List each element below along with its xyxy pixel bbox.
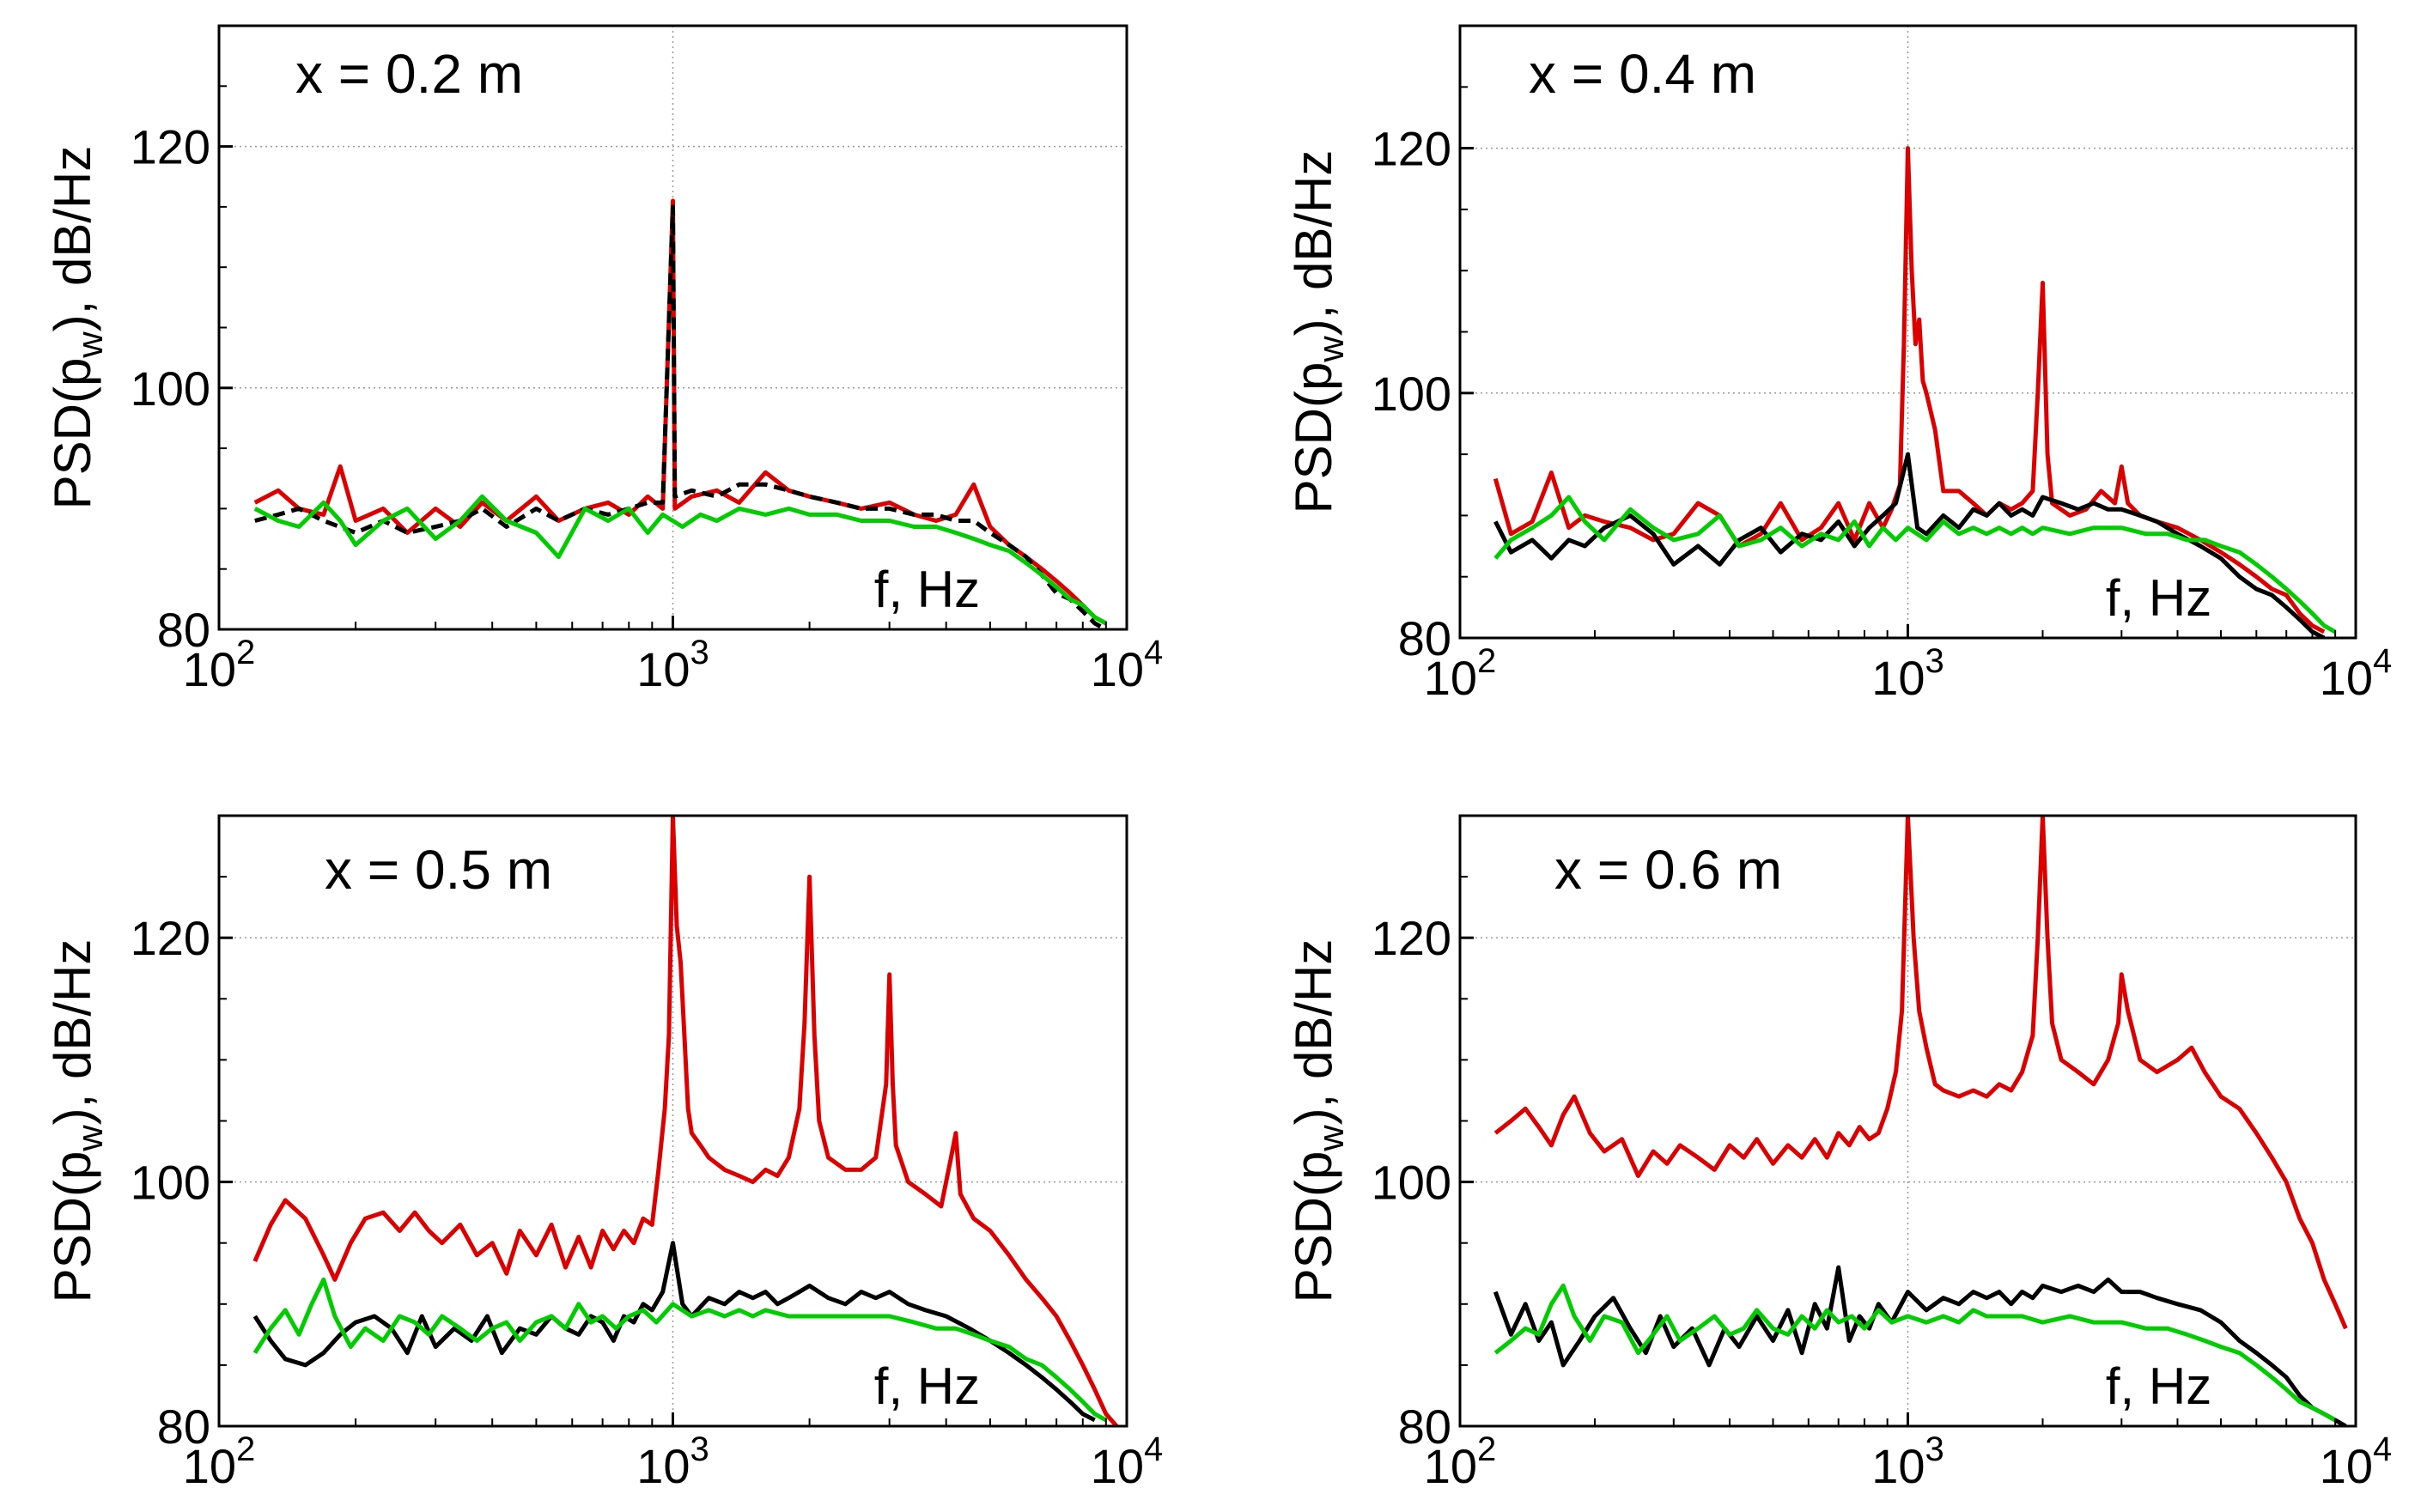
x-tick-exponent: 3 bbox=[690, 1430, 709, 1468]
y-axis-label: PSD(pw), dB/Hz bbox=[44, 939, 110, 1303]
y-tick-label: 120 bbox=[1372, 122, 1451, 176]
y-tick-label: 120 bbox=[1372, 911, 1451, 965]
x-tick-base: 10 bbox=[636, 1439, 690, 1493]
series-group bbox=[253, 198, 1107, 629]
x-tick-label: 103 bbox=[1871, 1430, 1944, 1493]
x-tick-label: 102 bbox=[183, 634, 256, 696]
x-tick-base: 10 bbox=[1091, 642, 1144, 696]
y-tick-label: 100 bbox=[1372, 367, 1451, 421]
x-tick-base: 10 bbox=[2320, 651, 2373, 705]
x-axis-label: f, Hz bbox=[874, 1357, 980, 1415]
x-tick-base: 10 bbox=[636, 642, 690, 696]
y-tick-label: 80 bbox=[157, 1400, 210, 1454]
x-tick-label: 104 bbox=[1091, 634, 1164, 696]
y-tick-label: 120 bbox=[131, 120, 210, 174]
x-tick-exponent: 4 bbox=[2373, 642, 2392, 680]
y-axis-label: PSD(pw), dB/Hz bbox=[1285, 939, 1351, 1303]
series-line-green bbox=[1493, 495, 2337, 635]
panel-title: x = 0.4 m bbox=[1529, 43, 1756, 105]
panel-title: x = 0.5 m bbox=[325, 839, 552, 901]
series-line-black bbox=[254, 204, 1107, 629]
x-axis-label: f, Hz bbox=[2106, 569, 2211, 627]
x-tick-exponent: 3 bbox=[690, 634, 709, 671]
x-axis-label: f, Hz bbox=[874, 561, 980, 618]
x-tick-label: 103 bbox=[636, 1430, 709, 1493]
series-line-green bbox=[253, 494, 1107, 626]
series-line-green bbox=[1493, 1284, 2337, 1423]
y-axis-label: PSD(pw), dB/Hz bbox=[1285, 150, 1351, 514]
panel-title: x = 0.2 m bbox=[295, 43, 523, 105]
series-line-red bbox=[252, 816, 1119, 1426]
series-group bbox=[1493, 816, 2348, 1426]
y-tick-label: 100 bbox=[1372, 1156, 1451, 1210]
series-group bbox=[1493, 146, 2337, 638]
x-tick-base: 10 bbox=[1091, 1439, 1144, 1493]
y-tick-label: 100 bbox=[131, 1156, 210, 1210]
x-tick-base: 10 bbox=[1424, 651, 1477, 705]
series-group bbox=[252, 816, 1119, 1426]
x-tick-exponent: 2 bbox=[236, 634, 255, 671]
series-line-red bbox=[1493, 816, 2348, 1330]
x-tick-base: 10 bbox=[183, 642, 236, 696]
x-tick-exponent: 2 bbox=[1477, 1430, 1496, 1468]
x-tick-label: 103 bbox=[1871, 642, 1944, 705]
x-tick-label: 102 bbox=[183, 1430, 256, 1493]
y-tick-label: 80 bbox=[1398, 1400, 1451, 1454]
x-tick-exponent: 3 bbox=[1925, 1430, 1944, 1468]
y-axis-label: PSD(pw), dB/Hz bbox=[44, 146, 110, 510]
x-tick-base: 10 bbox=[183, 1439, 236, 1493]
series-line-black bbox=[1493, 1265, 2347, 1426]
x-tick-label: 102 bbox=[1424, 642, 1497, 705]
y-tick-label: 120 bbox=[131, 911, 210, 965]
y-tick-label: 80 bbox=[157, 603, 210, 657]
x-tick-label: 103 bbox=[636, 634, 709, 696]
x-tick-label: 104 bbox=[1091, 1430, 1164, 1493]
x-tick-exponent: 4 bbox=[1144, 634, 1163, 671]
x-tick-label: 104 bbox=[2320, 1430, 2393, 1493]
x-tick-base: 10 bbox=[1871, 651, 1925, 705]
x-tick-label: 104 bbox=[2320, 642, 2393, 705]
panel-title: x = 0.6 m bbox=[1554, 839, 1782, 901]
x-tick-base: 10 bbox=[2320, 1439, 2373, 1493]
x-tick-base: 10 bbox=[1424, 1439, 1477, 1493]
x-tick-exponent: 3 bbox=[1925, 642, 1944, 680]
x-tick-exponent: 2 bbox=[1477, 642, 1496, 680]
series-line-green bbox=[252, 1277, 1107, 1423]
x-tick-label: 102 bbox=[1424, 1430, 1497, 1493]
x-tick-base: 10 bbox=[1871, 1439, 1925, 1493]
series-line-red bbox=[1493, 146, 2326, 635]
y-tick-label: 80 bbox=[1398, 611, 1451, 665]
x-tick-exponent: 2 bbox=[236, 1430, 255, 1468]
y-tick-label: 100 bbox=[131, 361, 210, 416]
series-line-black bbox=[252, 1241, 1096, 1423]
x-tick-exponent: 4 bbox=[2373, 1430, 2392, 1468]
x-tick-exponent: 4 bbox=[1144, 1430, 1163, 1468]
x-axis-label: f, Hz bbox=[2106, 1357, 2211, 1415]
